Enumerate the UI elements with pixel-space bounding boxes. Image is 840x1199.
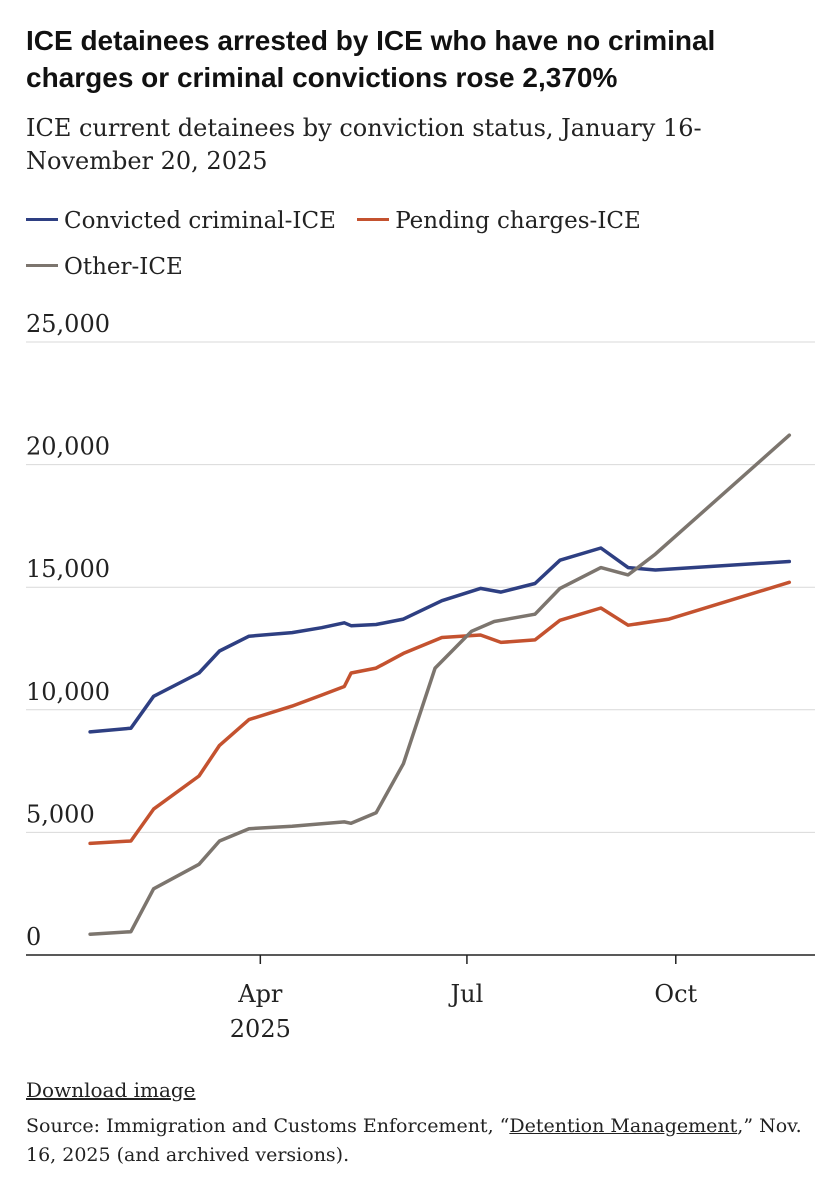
x-tick-label: Jul xyxy=(448,980,484,1008)
legend-swatch-convicted xyxy=(26,217,58,221)
y-tick-label: 5,000 xyxy=(26,800,95,828)
legend: Convicted criminal-ICE Pending charges-I… xyxy=(26,198,666,290)
line-chart: 0 5,000 10,000 15,000 20,000 25,000 Apr 2025 Ju… xyxy=(26,310,815,1043)
x-tick-label: Oct xyxy=(654,980,697,1008)
gridlines: 0 5,000 10,000 15,000 20,000 25,000 xyxy=(26,310,815,951)
y-tick-label: 25,000 xyxy=(26,310,110,338)
legend-label-other: Other-ICE xyxy=(64,254,183,280)
legend-swatch-pending xyxy=(357,217,390,221)
legend-item-pending: Pending charges-ICE xyxy=(357,208,641,234)
chart-title: ICE detainees arrested by ICE who have n… xyxy=(26,25,716,93)
legend-label-convicted: Convicted criminal-ICE xyxy=(64,208,336,234)
source-prefix: Source: Immigration and Customs Enforcem… xyxy=(26,1115,510,1137)
chart-subtitle: ICE current detainees by conviction stat… xyxy=(26,114,702,175)
series-line-2 xyxy=(88,433,792,936)
legend-item-convicted: Convicted criminal-ICE xyxy=(26,208,336,234)
source-link[interactable]: Detention Management xyxy=(509,1115,738,1137)
x-tick-label: Apr xyxy=(237,980,283,1008)
source-note: Source: Immigration and Customs Enforcem… xyxy=(26,1112,816,1170)
series-line-1 xyxy=(88,580,792,846)
x-tick-sublabel: 2025 xyxy=(230,1015,291,1043)
y-tick-label: 15,000 xyxy=(26,555,110,583)
y-tick-label: 10,000 xyxy=(26,678,110,706)
x-axis: Apr 2025 Jul Oct xyxy=(26,954,815,1043)
series-line-0 xyxy=(88,546,792,734)
y-tick-label: 0 xyxy=(26,923,41,951)
source-suffix: ,” Nov. 16, 2025 (and archived versions)… xyxy=(26,1115,802,1166)
download-image-link[interactable]: Download image xyxy=(26,1078,196,1102)
legend-swatch-other xyxy=(26,263,58,267)
series-lines xyxy=(88,433,792,936)
y-tick-label: 20,000 xyxy=(26,433,110,461)
legend-label-pending: Pending charges-ICE xyxy=(395,208,641,234)
legend-item-other: Other-ICE xyxy=(26,254,183,280)
